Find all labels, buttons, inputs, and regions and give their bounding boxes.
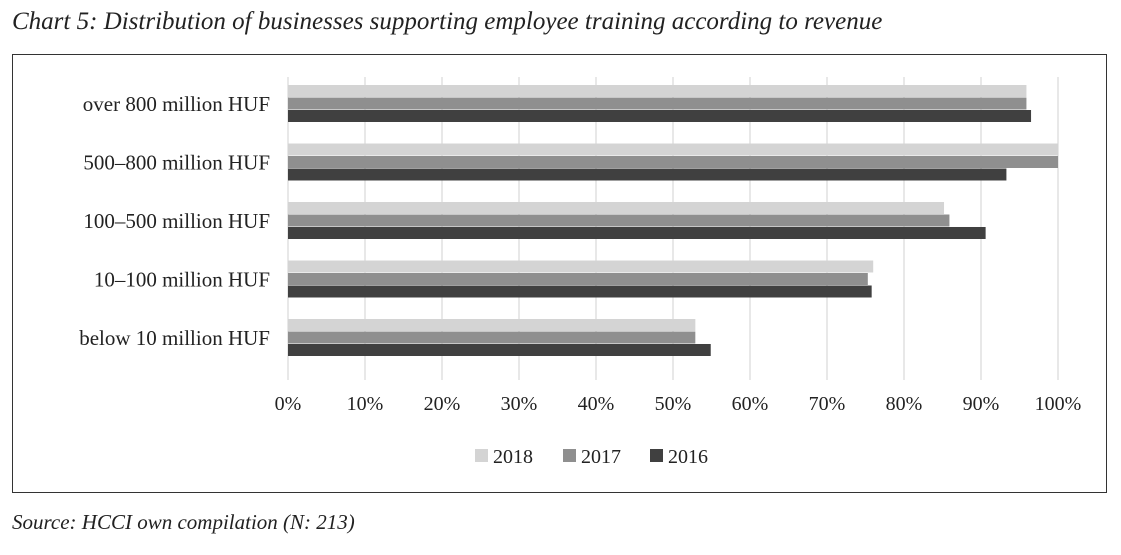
source-note: Source: HCCI own compilation (N: 213) — [12, 510, 355, 534]
category-label: 100–500 million HUF — [83, 209, 270, 233]
x-tick-label: 60% — [732, 393, 769, 415]
x-tick-label: 80% — [886, 393, 923, 415]
category-label: below 10 million HUF — [79, 326, 270, 350]
chart-title: Chart 5: Distribution of businesses supp… — [12, 8, 883, 35]
bar — [288, 214, 950, 227]
bar — [288, 285, 872, 298]
x-tick-label: 40% — [578, 393, 615, 415]
x-tick-label: 70% — [809, 393, 846, 415]
bars — [288, 85, 1058, 356]
tick-labels: 0% 10% 20% 30% 40% 50% 60% 70% 80% 90% 100% — [275, 393, 1082, 415]
bar — [288, 331, 696, 344]
bar — [288, 168, 1007, 181]
x-tick-label: 30% — [501, 393, 538, 415]
category-label: 500–800 million HUF — [83, 150, 270, 174]
legend-label: 2018 — [493, 446, 533, 468]
bar — [288, 227, 986, 239]
category-label: 10–100 million HUF — [94, 267, 270, 291]
bar — [288, 260, 874, 273]
bar — [288, 273, 868, 285]
bar — [288, 97, 1027, 110]
legend-swatch — [650, 449, 663, 462]
legend-swatch — [563, 449, 576, 462]
bar — [288, 319, 696, 331]
category-label: over 800 million HUF — [83, 92, 270, 116]
bar — [288, 202, 945, 214]
bar — [288, 143, 1058, 156]
bar — [288, 156, 1058, 168]
legend: 2018 2017 2016 — [475, 446, 708, 468]
x-tick-label: 20% — [424, 393, 461, 415]
legend-swatch — [475, 449, 488, 462]
x-tick-label: 90% — [963, 393, 1000, 415]
legend-label: 2016 — [668, 446, 708, 468]
x-tick-label: 50% — [655, 393, 692, 415]
x-tick-label: 0% — [275, 393, 302, 415]
bar — [288, 344, 711, 356]
chart-frame: over 800 million HUF 500–800 million HUF 1… — [12, 54, 1107, 493]
bar — [288, 110, 1032, 122]
category-labels: over 800 million HUF 500–800 million HUF 1… — [79, 92, 270, 350]
bar — [288, 85, 1027, 97]
x-tick-label: 10% — [347, 393, 384, 415]
bar-chart: over 800 million HUF 500–800 million HUF 1… — [79, 77, 1082, 468]
x-tick-label: 100% — [1035, 393, 1082, 415]
legend-label: 2017 — [581, 446, 621, 468]
